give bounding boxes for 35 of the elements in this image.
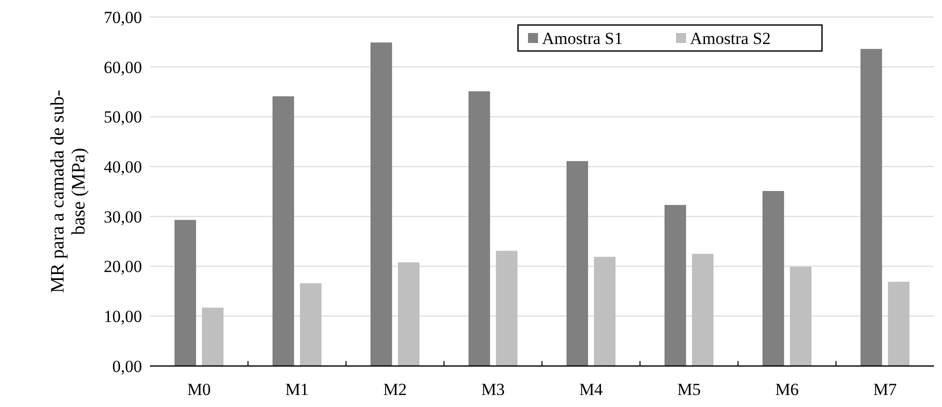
bar [468,91,490,366]
bar [888,282,910,366]
x-tick-label: M4 [579,380,604,399]
bar [860,48,882,366]
x-tick-label: M5 [677,380,701,399]
y-tick-label: 50,00 [104,108,142,127]
y-axis-title: MR para a camada de sub-base (MPa) [48,90,90,294]
y-tick-label: 30,00 [104,207,142,226]
bar [790,266,812,366]
x-tick-label: M2 [383,380,407,399]
x-tick-label: M1 [285,380,309,399]
bar [594,256,616,366]
y-tick-label: 60,00 [104,58,142,77]
bar [566,161,588,366]
y-tick-label: 0,00 [112,356,142,376]
bar [202,308,224,366]
legend-label: Amostra S1 [542,28,623,48]
bar [174,220,196,366]
x-tick-label: M0 [187,380,211,399]
bar [398,262,420,366]
bar [300,283,322,366]
bar [692,254,714,366]
y-tick-label: 10,00 [104,307,142,326]
bar [664,204,686,366]
x-tick-label: M7 [873,380,898,399]
y-tick-label: 70,00 [104,8,142,27]
y-tick-label: 40,00 [104,158,142,177]
x-tick-label: M3 [481,380,505,399]
bar [762,191,784,366]
legend-label: Amostra S2 [690,28,771,48]
bar [496,250,518,366]
bar [272,96,294,366]
bar [370,42,392,366]
x-tick-label: M6 [775,380,799,399]
y-tick-label: 20,00 [104,257,142,276]
